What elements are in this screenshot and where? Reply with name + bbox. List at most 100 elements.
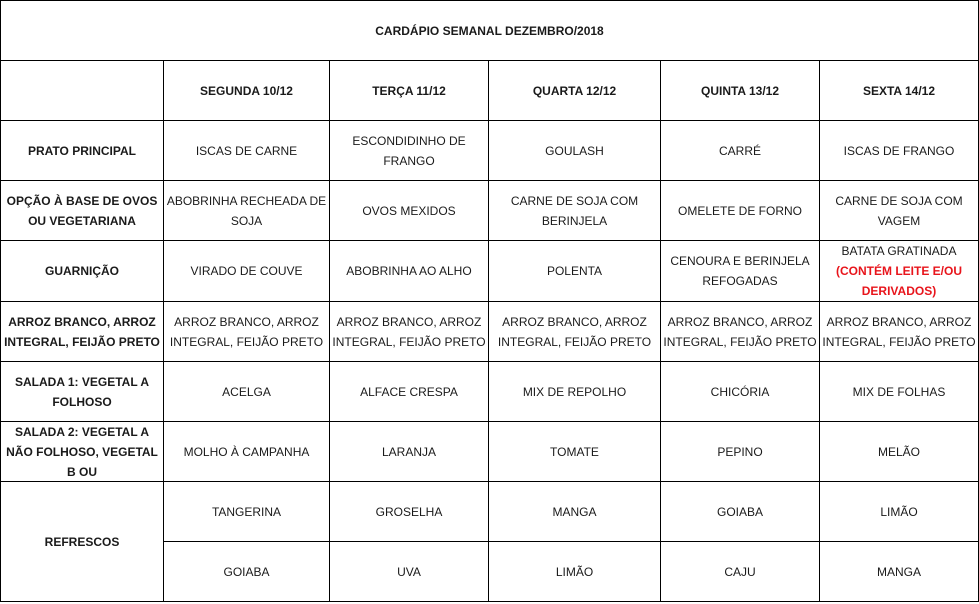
menu-cell-text: MIX DE FOLHAS — [852, 384, 946, 399]
menu-cell-text: ISCAS DE CARNE — [195, 143, 298, 158]
page-title: CARDÁPIO SEMANAL DEZEMBRO/2018 — [0, 0, 979, 61]
menu-cell-text: MELÃO — [877, 444, 920, 459]
menu-cell: LARANJA — [329, 421, 489, 482]
menu-cell: ISCAS DE CARNE — [163, 120, 330, 181]
row-label-text: SALADA 2: VEGETAL A NÃO FOLHOSO, VEGETAL… — [6, 425, 158, 479]
day-header: QUARTA 12/12 — [488, 60, 661, 121]
refresco-cell-text: MANGA — [552, 504, 597, 519]
menu-cell-text: GOULASH — [545, 143, 604, 158]
menu-cell-text: ABOBRINHA RECHEADA DE SOJA — [166, 193, 327, 228]
day-header: SEXTA 14/12 — [819, 60, 979, 121]
refresco-cell-text: MANGA — [876, 564, 921, 579]
menu-cell-text: OVOS MEXIDOS — [362, 203, 456, 218]
menu-cell-text: ACELGA — [222, 384, 271, 399]
menu-cell-text: ARROZ BRANCO, ARROZ INTEGRAL, FEIJÃO PRE… — [332, 314, 486, 349]
refresco-cell-text: TANGERINA — [211, 504, 282, 519]
row-label-text: PRATO PRINCIPAL — [27, 143, 136, 158]
header-row: SEGUNDA 10/12 TERÇA 11/12 QUARTA 12/12 QUIN… — [0, 60, 979, 121]
table-row: SALADA 1: VEGETAL A FOLHOSO ACELGA ALFACE … — [0, 361, 979, 422]
menu-cell: OVOS MEXIDOS — [329, 180, 489, 241]
row-label: SALADA 2: VEGETAL A NÃO FOLHOSO, VEGETAL… — [0, 421, 164, 482]
menu-cell-text: ABOBRINHA AO ALHO — [346, 264, 472, 278]
menu-cell-text: LARANJA — [381, 444, 437, 459]
day-header: QUINTA 13/12 — [660, 60, 820, 121]
menu-cell-text: MOLHO À CAMPANHA — [183, 444, 310, 459]
row-label: REFRESCOS — [0, 481, 164, 602]
refresco-cell-text: GOIABA — [716, 504, 763, 519]
menu-cell-text: VIRADO DE COUVE — [190, 264, 303, 278]
refresco-cell-text: LIMÃO — [555, 564, 594, 579]
refresco-cell: GOIABA — [163, 541, 330, 602]
menu-cell-text: CARRÉ — [718, 143, 761, 158]
refresco-cell: GROSELHA — [329, 481, 489, 542]
menu-cell: ARROZ BRANCO, ARROZ INTEGRAL, FEIJÃO PRE… — [488, 301, 661, 362]
refresco-cell: GOIABA — [660, 481, 820, 542]
title-row: CARDÁPIO SEMANAL DEZEMBRO/2018 — [0, 0, 979, 61]
menu-cell: CARNE DE SOJA COM VAGEM — [819, 180, 979, 241]
day-header-text: SEGUNDA 10/12 — [200, 83, 293, 98]
row-label-text: REFRESCOS — [44, 534, 120, 549]
menu-cell: ABOBRINHA RECHEADA DE SOJA — [163, 180, 330, 241]
menu-cell-text: OMELETE DE FORNO — [677, 203, 802, 218]
menu-cell: ISCAS DE FRANGO — [819, 120, 979, 181]
corner-cell — [0, 60, 164, 121]
menu-cell-text: ARROZ BRANCO, ARROZ INTEGRAL, FEIJÃO PRE… — [663, 314, 817, 349]
menu-cell-text: CENOURA E BERINJELA REFOGADAS — [670, 254, 810, 288]
refresco-cell-text: GROSELHA — [375, 504, 443, 519]
day-header: TERÇA 11/12 — [329, 60, 489, 121]
row-label-text: ARROZ BRANCO, ARROZ INTEGRAL, FEIJÃO PRE… — [4, 314, 160, 349]
menu-cell-text: MIX DE REPOLHO — [522, 384, 627, 399]
menu-cell-text: ARROZ BRANCO, ARROZ INTEGRAL, FEIJÃO PRE… — [497, 314, 652, 349]
row-label-text: SALADA 1: VEGETAL A FOLHOSO — [14, 374, 149, 409]
menu-cell-text: ISCAS DE FRANGO — [843, 143, 955, 158]
row-label: OPÇÃO À BASE DE OVOS OU VEGETARIANA — [0, 180, 164, 241]
menu-cell: ACELGA — [163, 361, 330, 422]
menu-cell: MELÃO — [819, 421, 979, 482]
refresco-cell: MANGA — [488, 481, 661, 542]
table-row: OPÇÃO À BASE DE OVOS OU VEGETARIANA ABOBR… — [0, 180, 979, 241]
day-header-text: QUARTA 12/12 — [532, 83, 617, 98]
table-row: GUARNIÇÃO VIRADO DE COUVE ABOBRINHA AO ALH… — [0, 240, 979, 302]
menu-cell: PEPINO — [660, 421, 820, 482]
row-label-text: GUARNIÇÃO — [45, 264, 119, 278]
menu-cell-text: ARROZ BRANCO, ARROZ INTEGRAL, FEIJÃO PRE… — [169, 314, 324, 349]
refresco-cell: CAJU — [660, 541, 820, 602]
refresco-cell: LIMÃO — [488, 541, 661, 602]
refresco-cell-text: UVA — [397, 564, 421, 579]
menu-cell: TOMATE — [488, 421, 661, 482]
menu-cell-text: CARNE DE SOJA COM VAGEM — [835, 193, 963, 228]
menu-cell-text: TOMATE — [550, 444, 599, 459]
refresco-cell-text: GOIABA — [223, 564, 270, 579]
day-header-text: QUINTA 13/12 — [700, 83, 780, 98]
refresco-cell: UVA — [329, 541, 489, 602]
menu-cell: OMELETE DE FORNO — [660, 180, 820, 241]
row-label: ARROZ BRANCO, ARROZ INTEGRAL, FEIJÃO PRE… — [0, 301, 164, 362]
table-row-refrescos: GOIABA UVA LIMÃO CAJU MANGA — [1, 541, 979, 602]
menu-cell: GOULASH — [488, 120, 661, 181]
table-row: PRATO PRINCIPAL ISCAS DE CARNE ESCONDIDINH… — [0, 120, 979, 181]
row-label-text: OPÇÃO À BASE DE OVOS OU VEGETARIANA — [6, 193, 158, 228]
refresco-cell-text: LIMÃO — [880, 504, 918, 519]
refresco-cell: LIMÃO — [819, 481, 979, 542]
menu-cell: ARROZ BRANCO, ARROZ INTEGRAL, FEIJÃO PRE… — [819, 301, 979, 362]
row-label: PRATO PRINCIPAL — [0, 120, 164, 181]
menu-cell-text: ALFACE CRESPA — [360, 384, 458, 399]
day-header: SEGUNDA 10/12 — [163, 60, 330, 121]
menu-cell: MIX DE FOLHAS — [819, 361, 979, 422]
menu-cell: VIRADO DE COUVE — [163, 240, 330, 302]
row-label: GUARNIÇÃO — [0, 240, 164, 302]
menu-cell-text: POLENTA — [546, 264, 603, 278]
table-row: SALADA 2: VEGETAL A NÃO FOLHOSO, VEGETAL… — [0, 421, 979, 482]
menu-cell-text: CHICÓRIA — [710, 384, 770, 399]
menu-cell: POLENTA — [488, 240, 661, 302]
menu-cell: CARNE DE SOJA COM BERINJELA — [488, 180, 661, 241]
allergen-warning: (CONTÉM LEITE E/OU DERIVADOS) — [836, 264, 962, 298]
menu-cell: MIX DE REPOLHO — [488, 361, 661, 422]
menu-cell: ALFACE CRESPA — [329, 361, 489, 422]
refresco-cell-text: CAJU — [724, 564, 756, 579]
menu-cell: BATATA GRATINADA (CONTÉM LEITE E/OU DERIV… — [819, 240, 979, 302]
menu-cell-text: CARNE DE SOJA COM BERINJELA — [510, 193, 639, 228]
menu-cell: CENOURA E BERINJELA REFOGADAS — [660, 240, 820, 302]
menu-cell-text: BATATA GRATINADA — [841, 244, 957, 258]
